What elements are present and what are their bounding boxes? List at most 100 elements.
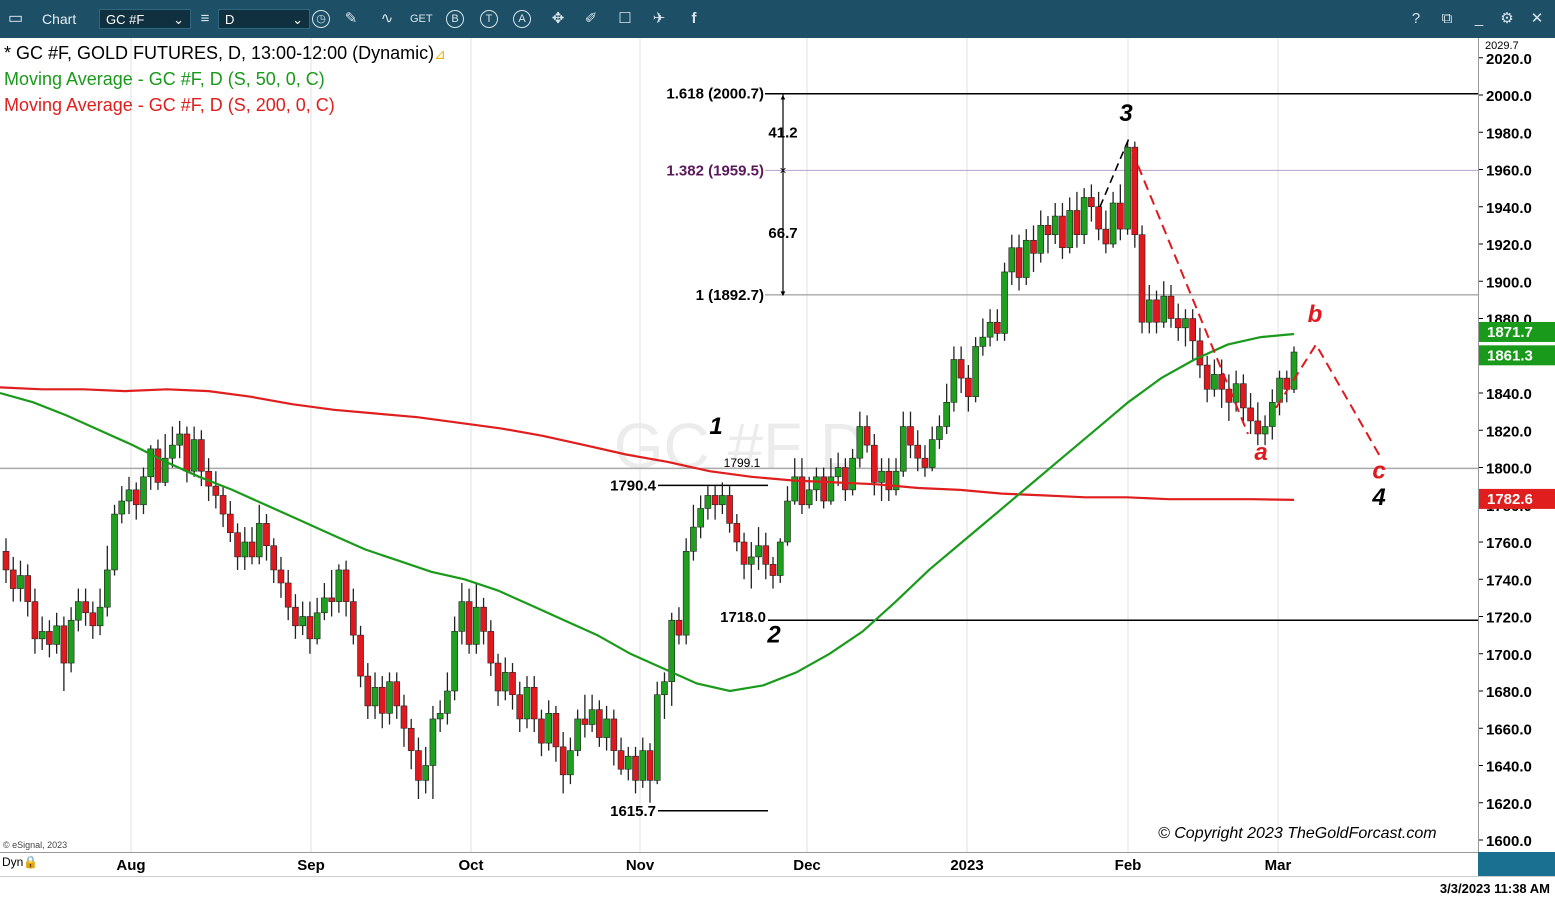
candle-body (1080, 197, 1088, 235)
note-icon[interactable]: ✐ (584, 10, 598, 27)
facebook-icon[interactable]: f (691, 10, 697, 27)
help-icon[interactable]: ? (1411, 10, 1421, 27)
candle-body (892, 470, 900, 491)
candle-body (899, 426, 907, 472)
candle-body (1218, 374, 1225, 390)
fib-label: 1.618 (2000.7) (666, 86, 764, 103)
y-tick-label: 1840.0 (1486, 386, 1532, 403)
candle-body (17, 575, 24, 589)
list-icon[interactable]: ≡ (200, 10, 210, 27)
candle-body (567, 750, 574, 776)
candle-body (31, 601, 39, 640)
candle-body (784, 500, 791, 543)
price-label: 1799.1 (724, 456, 761, 470)
candle-body (422, 765, 429, 781)
candle-body (675, 619, 683, 636)
settings-icon[interactable]: ⚙ (1500, 10, 1514, 27)
indicator-icon[interactable]: ∿ (380, 10, 394, 27)
candle-body (38, 631, 46, 640)
price-badge (1479, 321, 1555, 342)
clock-icon[interactable]: ◷ (312, 10, 330, 28)
twitter-icon[interactable]: ✈ (652, 10, 666, 27)
wave-label: c (1372, 458, 1385, 485)
candle-body (697, 508, 704, 528)
candle-body (328, 597, 335, 602)
candle-body (393, 681, 401, 707)
esignal-text: © eSignal, 2023 (3, 840, 68, 850)
close-icon[interactable]: ✕ (1530, 10, 1544, 27)
candle-body (415, 750, 422, 781)
candle-body (805, 489, 813, 506)
candle-body (321, 597, 328, 614)
wave-label: a (1254, 439, 1267, 466)
interval-select[interactable]: D ⌄ (218, 9, 310, 29)
y-tick-label: 1660.0 (1486, 721, 1532, 738)
candle-body (639, 750, 647, 781)
candle-body (1022, 239, 1030, 278)
time-axis[interactable]: Aug Sep Oct Nov Dec 2023 Feb Mar Dyn🔒 (0, 852, 1478, 876)
candle-body (1015, 247, 1023, 278)
chart-area[interactable]: GC #F D 1.618 (2000.7) 1.382 (1959.5) 1 (18… (0, 38, 1478, 852)
candle-body (1037, 225, 1045, 254)
candle-body (82, 601, 89, 614)
candle-body (1290, 351, 1298, 390)
candle-body (60, 625, 68, 664)
candle-body (950, 359, 958, 403)
window-icon[interactable]: ⧉ (1441, 10, 1453, 27)
candle-body (1102, 228, 1110, 245)
price-chart[interactable]: GC #F D 1.618 (2000.7) 1.382 (1959.5) 1 (18… (0, 38, 1478, 852)
measure-marker: × (779, 163, 786, 177)
candle-body (1117, 202, 1124, 230)
y-tick-label: 1720.0 (1486, 610, 1532, 627)
interval-value: D (225, 12, 235, 27)
a-icon[interactable]: A (513, 10, 531, 28)
draw-tool-icon[interactable]: ✥ (551, 10, 565, 27)
candle-body (711, 495, 719, 506)
candle-body (183, 433, 191, 472)
candle-body (1174, 318, 1182, 329)
lock-icon: 🔒 (23, 855, 39, 869)
candle-body (588, 709, 596, 725)
comment-icon[interactable]: ☐ (618, 10, 632, 27)
candle-body (552, 713, 560, 748)
candle-body (509, 672, 516, 696)
t-icon[interactable]: T (480, 10, 498, 28)
candle-body (834, 467, 842, 478)
copyright-text: © Copyright 2023 TheGoldForcast.com (1158, 825, 1437, 842)
wave-arrow (1275, 342, 1381, 457)
x-tick-label: Aug (116, 857, 145, 874)
candle-body (921, 457, 929, 468)
y-tick-label: 1680.0 (1486, 684, 1532, 701)
candle-body (979, 336, 987, 347)
y-tick-label: 2020.0 (1486, 51, 1532, 68)
candle-body (1167, 295, 1175, 319)
candle-body (263, 523, 270, 547)
candle-body (465, 601, 473, 645)
symbol-select[interactable]: GC #F ⌄ (99, 9, 191, 29)
candle-body (972, 346, 979, 398)
dyn-label: Dyn🔒 (2, 855, 38, 869)
candle-body (617, 750, 625, 770)
candle-body (849, 457, 856, 491)
candle-body (1109, 202, 1117, 245)
candle-body (241, 541, 249, 558)
candle-body (1066, 210, 1073, 249)
candle-body (726, 495, 733, 524)
candle-body (559, 746, 567, 776)
minimize-icon[interactable]: _ (1474, 10, 1484, 27)
y-tick-label: 1980.0 (1486, 125, 1532, 142)
price-axis[interactable]: 1600.0 1620.0 1640.0 1660.0 1680.0 1700.0 1720… (1478, 38, 1555, 852)
pencil-icon[interactable]: ✎ (344, 10, 358, 27)
get-icon[interactable]: GET (410, 13, 433, 25)
wave-label: b (1308, 301, 1323, 328)
y-tick-label: 1700.0 (1486, 647, 1532, 664)
candle-body (965, 377, 972, 398)
candle-body (1030, 239, 1037, 254)
chevron-down-icon: ⌄ (173, 12, 184, 27)
candle-body (632, 755, 639, 781)
b-icon[interactable]: B (446, 10, 464, 28)
arrow-up-icon: ▲ (779, 93, 787, 102)
candle-body (378, 686, 386, 714)
candle-body (219, 495, 227, 515)
y-tick-label: 1600.0 (1486, 833, 1532, 850)
